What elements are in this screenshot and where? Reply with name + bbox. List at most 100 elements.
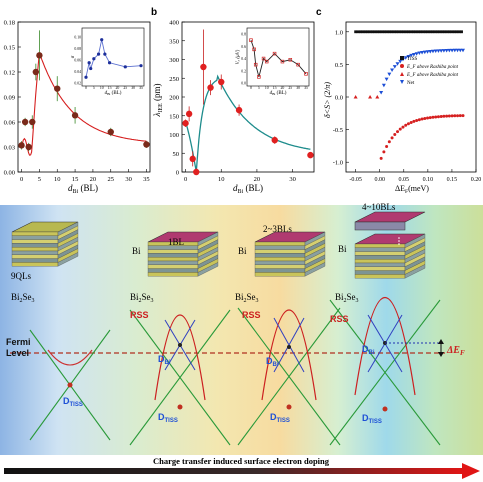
bi-point: [178, 343, 182, 347]
ef-above-point: [401, 125, 405, 129]
inset-point: [304, 72, 308, 76]
y-tick-label: -1.0: [333, 160, 343, 167]
panel-b-inset-x-ticks: 0 5 10 15 20 25 30 35: [250, 86, 308, 90]
y-tick-label: 150: [169, 113, 179, 120]
net-point: [450, 48, 455, 53]
panel-c-legend: TISS E_F above Rashiba point E_F above R…: [400, 56, 459, 86]
dirac-point: [177, 404, 183, 410]
dot: [398, 240, 400, 242]
tiss-point: [433, 30, 437, 34]
tiss-point: [409, 30, 413, 34]
data-point: [307, 151, 314, 159]
tiss-point: [395, 30, 398, 34]
inset-point: [280, 59, 285, 64]
inset-point: [296, 62, 300, 67]
tiss-point: [404, 30, 408, 34]
stack-9ql-layers: [11, 221, 79, 267]
panel-b-x-ticks: 0 10 20 30: [184, 169, 296, 183]
inset-x-tick-label: 10: [265, 86, 269, 90]
ef-above-point: [442, 114, 446, 118]
inset-point: [123, 65, 127, 69]
tiss-point: [402, 30, 406, 34]
ef-above-point: [423, 116, 427, 120]
panel-c-x-ticks: -0.05 0.00 0.05 0.10 0.15 0.20: [349, 169, 481, 183]
data-point: [185, 110, 193, 118]
panel-b-inset-line: [250, 40, 307, 78]
dot: [398, 237, 400, 239]
tiss-point: [416, 30, 420, 34]
inset-x-tick-label: 5: [93, 86, 95, 90]
delta-ef-label: ΔEF: [446, 345, 465, 357]
data-point: [200, 63, 207, 71]
ef-above-point: [450, 114, 454, 118]
dirac-point: [67, 382, 73, 388]
inset-point: [84, 75, 88, 79]
stack-layer: [147, 253, 199, 258]
ef-above-point: [393, 132, 397, 136]
legend-marker-net: [400, 80, 404, 84]
tiss-point: [412, 30, 415, 34]
panel-b-ylabel: λIEE (pm): [152, 84, 164, 118]
stack-layer: [11, 247, 59, 252]
inset-point: [107, 61, 112, 65]
tiss-point: [419, 30, 423, 34]
tiss-point: [452, 30, 456, 34]
tiss-point: [455, 30, 459, 34]
inset-x-tick-label: 15: [273, 86, 277, 90]
net-point: [422, 50, 427, 55]
y-tick-label: 0.03: [4, 145, 15, 152]
y-tick-label: 0.5: [335, 62, 343, 69]
ef-above-point: [447, 114, 451, 118]
rss-label: RSS: [130, 310, 149, 320]
tiss-point: [399, 30, 403, 34]
y-tick-label: 1.0: [335, 29, 343, 36]
tiss-point: [428, 30, 432, 34]
x-tick-label: 30: [125, 176, 132, 183]
band-4: RSS DBi DTISS ΔEF: [329, 297, 465, 446]
stack-4-10bl-upper-block: [354, 221, 406, 231]
inset-x-tick-label: 20: [281, 86, 285, 90]
tiss-point: [368, 30, 372, 34]
x-tick-label: 35: [143, 176, 150, 183]
tiss-point: [373, 30, 377, 34]
dtiss-label: DTISS: [158, 412, 178, 424]
band-structures: DTISS RSS DBi DTISS: [29, 297, 465, 446]
tiss-upper-curve: [47, 349, 93, 366]
panel-b-y-ticks: 0 50 100 150 200 250 300 350 400: [169, 20, 185, 177]
inset-point: [89, 66, 93, 71]
inset-point: [96, 52, 101, 56]
diagram-caption: Charge transfer induced surface electron…: [153, 456, 330, 466]
data-point: [29, 118, 36, 126]
x-tick-label: 10: [218, 176, 225, 183]
inset-point: [92, 57, 96, 61]
doping-arrow-head: [462, 463, 480, 479]
y-tick-label: 400: [169, 20, 179, 27]
net-point: [409, 53, 414, 58]
stack-layer: [354, 262, 406, 267]
tiss-point: [414, 30, 418, 34]
inset-point: [100, 38, 104, 42]
stack-2-3bl-material: Bi2Se3: [235, 292, 259, 304]
tiss-point: [445, 30, 449, 34]
panel-a-points: [18, 30, 150, 152]
net-point: [417, 51, 422, 56]
y-tick-label: 0.0: [335, 95, 343, 102]
legend-label-tiss: TISS: [407, 57, 418, 62]
net-point: [430, 49, 435, 54]
panel-c-points: [353, 30, 465, 160]
stack-layer: [254, 268, 306, 273]
stack-layer-side: [304, 262, 326, 277]
inset-point: [139, 64, 143, 68]
tiss-point: [359, 30, 362, 34]
net-point: [447, 48, 452, 53]
data-point: [207, 84, 214, 91]
stack-layer-side: [197, 262, 219, 277]
stack-4-10bl-material: Bi2Se3: [335, 292, 359, 304]
ef-above-point: [439, 114, 443, 118]
x-tick-label: 0.15: [447, 177, 458, 183]
stack-layer: [147, 264, 199, 269]
panel-b-inset-xlabel: dBi (BL): [270, 91, 287, 96]
inset-y-tick-label: 0.06: [74, 58, 81, 62]
level-label: Level: [6, 348, 29, 358]
